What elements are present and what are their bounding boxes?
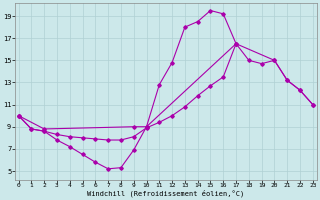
X-axis label: Windchill (Refroidissement éolien,°C): Windchill (Refroidissement éolien,°C) — [87, 190, 244, 197]
